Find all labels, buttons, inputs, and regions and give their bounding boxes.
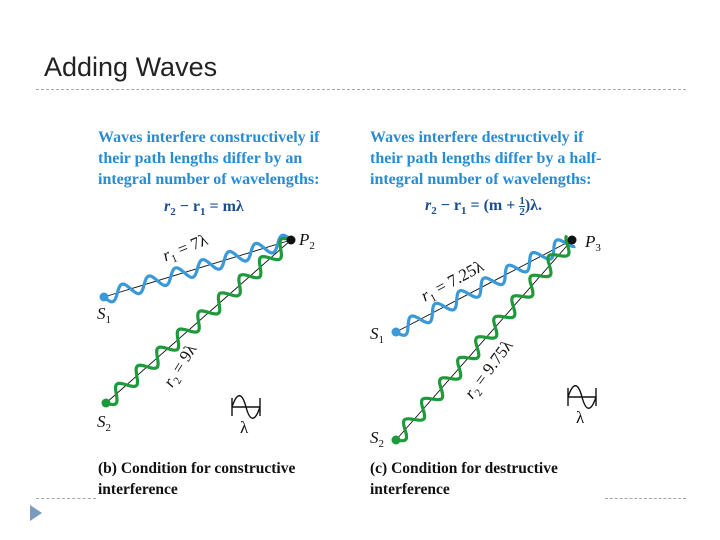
point-p2-dot: [286, 235, 296, 245]
right-equation: r2 − r1 = (m + 1 2)λ.: [425, 195, 543, 218]
next-slide-arrow-icon[interactable]: [30, 505, 42, 521]
point-p3: P3: [585, 232, 601, 254]
eq-minus: − r: [175, 198, 200, 215]
source-s1-left: S1: [97, 304, 111, 326]
left-heading: Waves interfere constructively if their …: [98, 127, 319, 190]
eq-mid: = (m +: [466, 197, 520, 215]
left-heading-line: their path lengths differ by an: [98, 150, 303, 167]
eq-rhs: )λ.: [524, 197, 543, 215]
wave-r2-right-axis: [395, 239, 573, 441]
left-heading-line: Waves interfere constructively if: [98, 129, 320, 146]
caption-line: (b) Condition for constructive: [98, 460, 296, 477]
wavelength-marker-right: [567, 385, 597, 409]
right-heading-line: integral number of wavelengths:: [370, 171, 592, 188]
left-caption: (b) Condition for constructive interfere…: [98, 458, 295, 500]
source-s1-left-dot: [99, 292, 109, 302]
source-s1-right: S1: [370, 324, 384, 346]
left-heading-line: integral number of wavelengths:: [98, 171, 320, 188]
footer-divider-left: [36, 498, 96, 499]
wavelength-marker-left: [231, 395, 261, 419]
source-s2-left: S2: [97, 412, 111, 434]
eq-r2: r: [164, 198, 171, 215]
eq-sub: 2: [431, 205, 437, 218]
slide-title: Adding Waves: [44, 52, 218, 82]
lambda-label-left: λ: [240, 418, 249, 437]
right-heading-line: their path lengths differ by a half-: [370, 150, 602, 167]
eq-sub: 1: [460, 205, 467, 218]
wave-r2-left: [105, 236, 292, 407]
right-heading-line: Waves interfere destructively if: [370, 129, 584, 146]
point-p2: P2: [299, 230, 315, 252]
right-caption: (c) Condition for destructive interferen…: [370, 458, 558, 500]
caption-line: (c) Condition for destructive: [370, 460, 558, 477]
left-waves: [99, 233, 296, 408]
caption-line: interference: [370, 481, 450, 498]
eq-minus: − r: [436, 197, 461, 215]
frac-num: 1: [519, 195, 525, 207]
eq-r2: r: [425, 197, 432, 215]
frac-den: 2: [519, 206, 525, 218]
point-p3-dot: [567, 235, 577, 245]
source-s2-left-dot: [101, 398, 111, 408]
eq-sub: 1: [199, 206, 206, 218]
source-s2-right-dot: [391, 435, 401, 445]
wave-r1-left: [102, 233, 293, 304]
eq-rhs: = mλ: [205, 198, 244, 215]
right-waves: [391, 234, 577, 445]
left-equation: r2 − r1 = mλ: [164, 198, 244, 218]
wave-r1-right: [395, 238, 576, 337]
eq-sub: 2: [170, 206, 176, 218]
wave-r2-right: [395, 234, 571, 443]
source-s2-right: S2: [370, 428, 384, 450]
caption-line: interference: [98, 481, 178, 498]
lambda-label-right: λ: [576, 408, 585, 427]
footer-divider-right: [605, 498, 686, 499]
source-s1-right-dot: [391, 327, 401, 337]
right-heading: Waves interfere destructively if their p…: [370, 127, 601, 190]
title-divider: [36, 89, 686, 90]
